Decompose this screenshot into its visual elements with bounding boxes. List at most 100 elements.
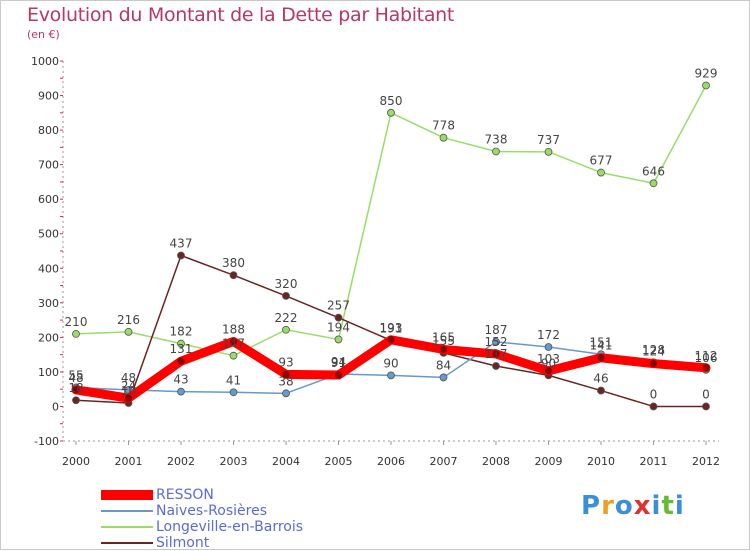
chart-subtitle: (en €) xyxy=(27,28,60,41)
x-tick-label: 2007 xyxy=(430,455,458,468)
x-tick-label: 2009 xyxy=(535,455,563,468)
x-tick-label: 2001 xyxy=(115,455,143,468)
series-line-longeville-en-barrois xyxy=(75,84,707,357)
x-tick-label: 2010 xyxy=(587,455,615,468)
legend-item-silmont: Silmont xyxy=(101,535,303,551)
legend-item-longeville-en-barrois: Longeville-en-Barrois xyxy=(101,519,303,535)
legend-item-resson: RESSON xyxy=(101,487,303,503)
data-label-silmont: 380 xyxy=(222,256,245,270)
data-label-longeville-en-barrois: 222 xyxy=(275,311,298,325)
axes: -100010020030040050060070080090010002000… xyxy=(31,55,720,468)
legend-swatch-longeville-en-barrois xyxy=(101,526,153,528)
data-point-naives-rosieres xyxy=(544,343,553,351)
data-point-resson xyxy=(596,353,606,363)
data-label-longeville-en-barrois: 677 xyxy=(590,154,613,168)
data-label-resson: 24 xyxy=(121,379,136,393)
series-layer xyxy=(71,81,711,411)
x-tick-label: 2008 xyxy=(482,455,510,468)
data-label-resson: 124 xyxy=(642,345,665,359)
data-point-longeville-en-barrois xyxy=(702,81,710,90)
data-point-longeville-en-barrois xyxy=(124,327,133,336)
data-point-silmont xyxy=(229,271,238,280)
data-label-silmont: 155 xyxy=(432,334,455,348)
data-point-silmont xyxy=(334,313,343,322)
data-label-naives-rosieres: 94 xyxy=(331,355,346,369)
legend-swatch-silmont xyxy=(101,542,153,544)
proxiti-logo: Proxiti xyxy=(581,491,685,521)
y-tick-label: 900 xyxy=(38,90,59,103)
data-label-silmont: 90 xyxy=(541,356,556,370)
data-point-naives-rosieres xyxy=(439,373,448,382)
data-point-resson xyxy=(229,337,238,346)
data-point-resson xyxy=(334,370,343,380)
logo-letter: o xyxy=(614,491,634,521)
y-tick-label: 600 xyxy=(38,193,59,206)
data-point-resson xyxy=(544,366,553,376)
data-point-longeville-en-barrois xyxy=(492,147,500,156)
x-tick-label: 2006 xyxy=(377,455,405,468)
data-label-longeville-en-barrois: 738 xyxy=(485,133,508,147)
data-point-naives-rosieres xyxy=(282,389,290,398)
data-label-resson: 193 xyxy=(380,321,403,335)
data-label-naives-rosieres: 106 xyxy=(695,351,718,365)
data-label-silmont: 257 xyxy=(327,299,350,313)
data-label-naives-rosieres: 187 xyxy=(485,323,508,337)
data-label-silmont: 320 xyxy=(275,277,298,291)
data-point-resson xyxy=(386,335,396,345)
data-point-naives-rosieres xyxy=(229,388,238,397)
data-label-naives-rosieres: 55 xyxy=(68,368,83,382)
legend-label-naives-rosieres: Naives-Rosières xyxy=(156,503,268,519)
data-point-silmont xyxy=(597,386,605,395)
data-point-resson xyxy=(176,356,186,366)
data-label-silmont: 10 xyxy=(121,384,136,398)
data-point-longeville-en-barrois xyxy=(597,168,605,177)
data-label-silmont: 18 xyxy=(68,381,83,395)
data-label-naives-rosieres: 172 xyxy=(537,328,560,342)
data-point-longeville-en-barrois xyxy=(544,147,553,156)
data-label-silmont: 0 xyxy=(650,387,658,401)
legend-item-naives-rosieres: Naives-Rosières xyxy=(101,503,303,519)
data-point-silmont xyxy=(492,362,500,370)
data-label-longeville-en-barrois: 194 xyxy=(327,320,350,334)
legend: RESSON Naives-Rosières Longeville-en-Bar… xyxy=(101,487,303,551)
data-point-resson xyxy=(439,345,448,354)
y-tick-label: 700 xyxy=(38,159,59,172)
data-point-resson xyxy=(71,385,81,395)
data-label-resson: 188 xyxy=(222,323,245,337)
chart-title: Evolution du Montant de la Dette par Hab… xyxy=(27,4,455,26)
data-label-silmont: 0 xyxy=(702,387,710,401)
data-point-naives-rosieres xyxy=(177,387,185,396)
data-label-silmont: 117 xyxy=(485,347,508,361)
data-point-resson xyxy=(649,359,658,369)
x-tick-label: 2005 xyxy=(325,455,353,468)
data-label-resson: 131 xyxy=(170,342,193,356)
data-label-longeville-en-barrois: 850 xyxy=(380,94,403,108)
data-point-longeville-en-barrois xyxy=(72,330,80,338)
data-label-naives-rosieres: 90 xyxy=(383,356,398,370)
legend-label-silmont: Silmont xyxy=(156,535,210,551)
data-label-naives-rosieres: 48 xyxy=(121,371,136,385)
y-tick-label: 200 xyxy=(38,331,59,344)
data-label-longeville-en-barrois: 737 xyxy=(537,133,560,147)
data-point-longeville-en-barrois xyxy=(649,179,658,188)
data-label-resson: 103 xyxy=(537,352,560,366)
data-label-resson: 165 xyxy=(432,330,455,344)
data-point-longeville-en-barrois xyxy=(334,335,343,344)
y-tick-label: 400 xyxy=(38,262,59,275)
y-tick-label: 500 xyxy=(38,228,59,241)
y-tick-label: 1000 xyxy=(31,55,59,68)
data-point-silmont xyxy=(282,292,290,300)
data-point-longeville-en-barrois xyxy=(282,325,290,334)
x-tick-label: 2000 xyxy=(62,455,90,468)
data-label-longeville-en-barrois: 646 xyxy=(642,164,665,178)
data-label-resson: 152 xyxy=(485,335,508,349)
x-tick-label: 2002 xyxy=(167,455,195,468)
logo-letter: t xyxy=(661,491,675,521)
y-tick-label: 300 xyxy=(38,297,59,310)
legend-label-resson: RESSON xyxy=(156,487,214,503)
data-label-resson: 141 xyxy=(590,339,613,353)
data-point-silmont xyxy=(72,396,80,405)
data-label-naives-rosieres: 84 xyxy=(436,358,451,372)
data-label-resson: 112 xyxy=(695,349,718,363)
